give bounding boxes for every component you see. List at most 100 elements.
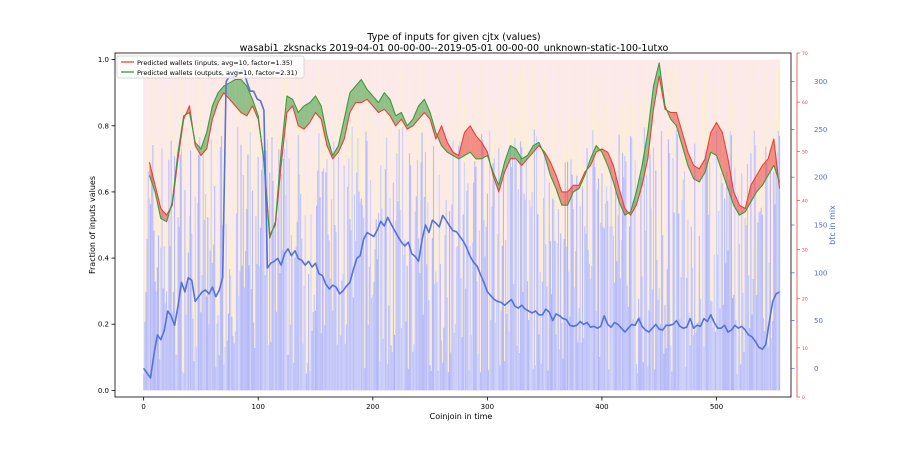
background-bar-top bbox=[760, 59, 762, 179]
background-bar-top bbox=[734, 59, 736, 100]
background-bar-mid bbox=[223, 336, 225, 365]
background-bar-top bbox=[499, 59, 501, 275]
background-bar-low bbox=[615, 171, 617, 391]
background-bar-low bbox=[406, 265, 408, 391]
background-bar-mid bbox=[218, 274, 220, 356]
background-bar-mid bbox=[279, 190, 281, 273]
background-bar-low bbox=[714, 331, 716, 391]
background-bar-mid bbox=[693, 254, 695, 335]
series-line-inputs bbox=[148, 75, 781, 236]
background-bar-top bbox=[545, 59, 547, 224]
background-bar-mid bbox=[656, 218, 658, 261]
background-bar-mid bbox=[701, 257, 703, 323]
background-bar-low bbox=[743, 351, 745, 391]
background-bar-mid bbox=[630, 102, 632, 136]
background-bar-low bbox=[541, 281, 543, 391]
background-bar-low bbox=[588, 263, 590, 391]
background-bar-mid bbox=[664, 222, 666, 306]
background-bar-mid bbox=[744, 136, 746, 219]
background-bar-mid bbox=[733, 225, 735, 295]
background-bar-top bbox=[593, 59, 595, 88]
background-bar-mid bbox=[484, 196, 486, 257]
background-bar-mid bbox=[681, 125, 683, 201]
background-bar-low bbox=[660, 130, 663, 391]
background-bar-top bbox=[450, 59, 452, 327]
fill-outputs-above bbox=[642, 132, 648, 186]
background-bar-mid bbox=[485, 157, 487, 227]
background-bar-top bbox=[490, 59, 492, 301]
fill-inputs-above bbox=[693, 165, 700, 182]
background-bar-top bbox=[758, 59, 760, 146]
background-bar-top bbox=[324, 59, 326, 307]
background-bar-mid bbox=[600, 179, 602, 223]
background-bar-top bbox=[460, 59, 462, 225]
background-bar-top bbox=[195, 59, 197, 254]
background-bar-top bbox=[562, 59, 564, 269]
fill-outputs-above bbox=[412, 105, 419, 126]
background-bar-top bbox=[481, 59, 483, 67]
background-bar-mid bbox=[201, 239, 203, 276]
background-bar-low bbox=[265, 151, 267, 391]
background-bar-top bbox=[280, 59, 282, 150]
fill-inputs-above bbox=[687, 152, 694, 179]
background-bar-mid bbox=[492, 143, 494, 164]
background-bar-mid bbox=[414, 174, 416, 212]
background-bar-top bbox=[388, 59, 390, 246]
background-bar-mid bbox=[330, 119, 333, 200]
background-bar-low bbox=[185, 314, 187, 391]
background-bar-mid bbox=[674, 297, 676, 324]
background-bar-top bbox=[368, 59, 370, 247]
background-bar-low bbox=[720, 173, 722, 391]
background-bar-low bbox=[210, 139, 212, 391]
y3-tick-label: 0 bbox=[802, 395, 805, 401]
background-bar-mid bbox=[295, 172, 297, 248]
background-bar-mid bbox=[206, 198, 208, 297]
background-bar-top bbox=[583, 59, 585, 247]
background-bar-top bbox=[375, 59, 377, 129]
background-bar-mid bbox=[564, 130, 566, 163]
fill-outputs-above bbox=[235, 79, 242, 113]
background-bar-low bbox=[635, 364, 637, 391]
background-bar-low bbox=[506, 313, 508, 391]
fill-inputs-above bbox=[733, 191, 740, 216]
background-bar-top bbox=[248, 59, 250, 209]
background-bar-mid bbox=[569, 258, 571, 317]
fill-inputs-above bbox=[739, 205, 746, 216]
background-bar-low bbox=[232, 336, 234, 391]
background-bar-low bbox=[497, 233, 499, 391]
background-bar-low bbox=[516, 345, 518, 391]
background-bar-low bbox=[194, 196, 196, 391]
background-bar-low bbox=[405, 321, 407, 391]
background-bar-mid bbox=[505, 213, 507, 241]
background-bar-low bbox=[330, 199, 333, 391]
background-bar-top bbox=[584, 59, 586, 166]
background-bar-mid bbox=[326, 75, 328, 160]
background-bar-top bbox=[586, 59, 588, 95]
background-bar-top bbox=[413, 59, 415, 310]
background-bar-mid bbox=[767, 262, 769, 347]
background-bar-low bbox=[303, 285, 305, 391]
background-bar-top bbox=[477, 59, 479, 329]
background-bar-top bbox=[657, 59, 659, 218]
background-bar-top bbox=[369, 59, 372, 95]
background-bar-mid bbox=[293, 338, 295, 363]
background-bar-mid bbox=[178, 198, 180, 227]
background-bar-low bbox=[154, 281, 156, 391]
fill-inputs-above bbox=[441, 125, 448, 153]
background-bar-mid bbox=[631, 66, 633, 138]
background-bar-low bbox=[638, 298, 640, 391]
background-bar-low bbox=[164, 303, 166, 391]
background-bar-top bbox=[452, 59, 454, 120]
background-bar-top bbox=[517, 59, 519, 120]
background-bar-low bbox=[520, 141, 522, 391]
background-bar-top bbox=[609, 59, 611, 209]
background-bar-mid bbox=[338, 238, 341, 288]
background-bar-top bbox=[356, 59, 358, 100]
background-bar-top bbox=[457, 59, 459, 178]
background-bar-mid bbox=[377, 162, 380, 213]
background-bar-low bbox=[143, 373, 145, 391]
background-bar-top bbox=[538, 59, 540, 299]
background-bar-mid bbox=[151, 146, 153, 174]
background-bar-top bbox=[146, 59, 148, 167]
background-bar-top bbox=[344, 59, 346, 311]
